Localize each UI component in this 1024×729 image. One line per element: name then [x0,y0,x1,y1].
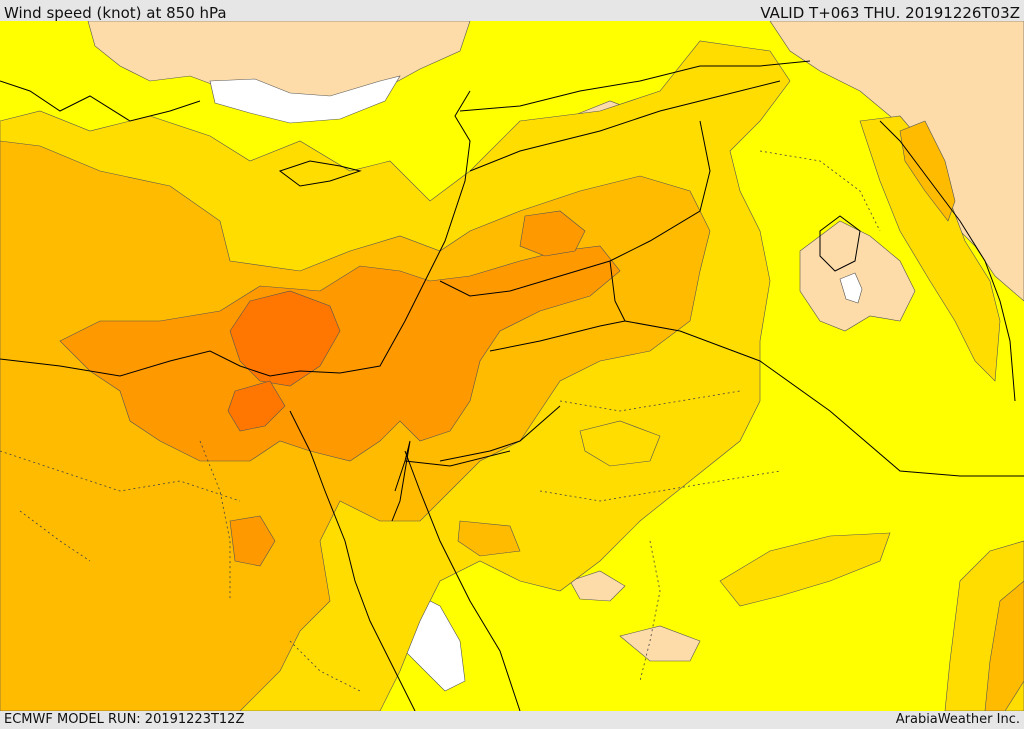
political-borders [404,60,1024,477]
credit: ArabiaWeather Inc. [895,712,1020,727]
header-bar [0,0,1024,21]
wind-band-orange [59,210,621,567]
map-title: Wind speed (knot) at 850 hPa [4,4,227,22]
admin-boundaries [0,150,881,692]
wind-speed-map [0,21,1024,711]
model-run: ECMWF MODEL RUN: 20191223T12Z [4,712,245,727]
coastlines [0,80,1016,711]
footer-bar [0,711,1024,729]
wind-band-deep-orange [227,290,341,432]
valid-time: VALID T+063 THU. 20191226T03Z [760,4,1020,22]
